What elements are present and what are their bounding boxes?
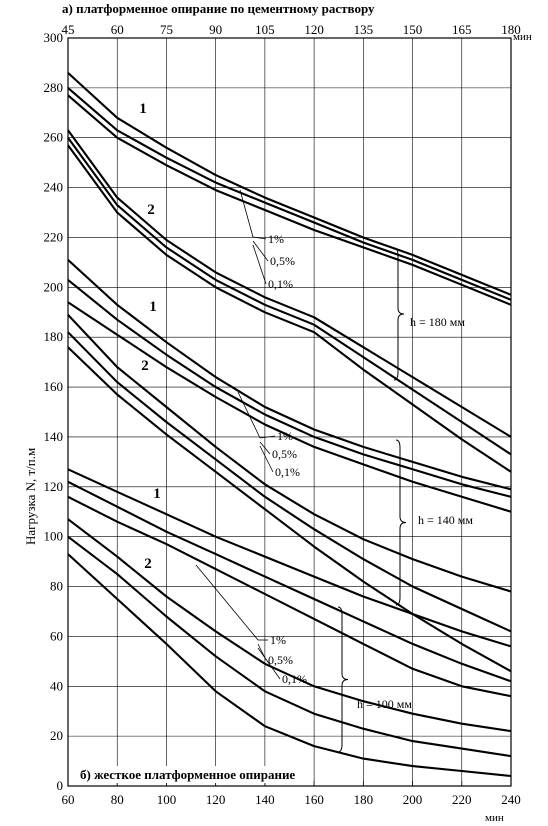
leader-line xyxy=(259,441,271,455)
series-line-curve-1 xyxy=(67,87,512,301)
x-bottom-tick-label: 160 xyxy=(304,792,324,807)
x-top-unit-label: мин xyxy=(513,31,532,43)
leader-line xyxy=(259,435,276,439)
x-bottom-tick-label: 60 xyxy=(62,792,75,807)
y-tick-label: 60 xyxy=(50,628,63,643)
series-line-curve-2 xyxy=(67,144,512,473)
curve-number-label: 2 xyxy=(141,358,149,374)
y-tick-label: 140 xyxy=(44,429,64,444)
probability-label: 1% xyxy=(268,232,284,246)
chart-title-bottom: б) жесткое платформенное опирание xyxy=(80,767,295,782)
probability-label: 0,5% xyxy=(272,447,297,461)
x-top-tick-label: 180 xyxy=(501,22,521,37)
curve-number-label: 1 xyxy=(153,486,161,502)
curve-number-label: 1 xyxy=(149,299,157,315)
series-line-curve-2 xyxy=(67,553,512,778)
series-line-curve-1 xyxy=(67,94,512,306)
curve-number-label: 2 xyxy=(147,202,155,218)
series-line-curve-1 xyxy=(67,480,512,683)
probability-label: 0,1% xyxy=(282,672,307,686)
series-line-curve-2 xyxy=(67,314,512,593)
curve-number-label: 2 xyxy=(144,556,152,572)
x-top-tick-label: 105 xyxy=(255,22,275,37)
probability-label: 0,5% xyxy=(270,254,295,268)
y-tick-label: 180 xyxy=(44,329,64,344)
x-bottom-tick-label: 200 xyxy=(403,792,423,807)
y-axis-label: Нагрузка N, т/п.м xyxy=(23,448,38,545)
caption-backing xyxy=(78,766,298,783)
leader-line xyxy=(252,236,267,240)
y-tick-label: 20 xyxy=(50,728,63,743)
series-line-curve-2 xyxy=(67,331,512,633)
thickness-brace xyxy=(395,439,407,606)
leader-line xyxy=(239,189,254,238)
x-top-tick-label: 45 xyxy=(62,22,75,37)
thickness-label: h = 140 мм xyxy=(418,513,473,527)
thickness-brace xyxy=(393,247,405,381)
series-line-curve-1 xyxy=(67,279,512,498)
probability-label: 0,1% xyxy=(268,277,293,291)
series-lines xyxy=(67,72,512,778)
leader-line xyxy=(259,445,274,473)
probability-label: 1% xyxy=(270,633,286,647)
series-line-curve-2 xyxy=(67,518,512,733)
leader-line xyxy=(252,240,269,262)
series-line-curve-2 xyxy=(67,346,512,673)
annotations: 1 2 1% 0,5% 0,1% h = 180 мм 1 2 1% 0,5% 0,1% h = 14… xyxy=(139,101,473,753)
leader-line xyxy=(252,244,267,285)
y-tick-label: 120 xyxy=(44,479,64,494)
x-bottom-tick-label: 100 xyxy=(157,792,177,807)
chart-title-top: а) платформенное опирание по цементному … xyxy=(62,1,375,16)
x-top-tick-label: 90 xyxy=(209,22,222,37)
series-line-curve-2 xyxy=(67,137,512,456)
y-tick-label: 200 xyxy=(44,279,64,294)
y-tick-label: 80 xyxy=(50,579,63,594)
series-line-curve-2 xyxy=(67,535,512,758)
series-line-curve-1 xyxy=(67,259,512,491)
grid xyxy=(67,37,512,787)
x-top-tick-label: 150 xyxy=(403,22,423,37)
y-tick-label: 0 xyxy=(57,778,64,793)
axes: 0204060801001201401601802002202402602803… xyxy=(44,22,521,807)
probability-label: 1% xyxy=(277,429,293,443)
x-bottom-tick-label: 80 xyxy=(111,792,124,807)
series-line-curve-1 xyxy=(67,72,512,296)
x-top-tick-label: 135 xyxy=(354,22,374,37)
thickness-label: h = 180 мм xyxy=(410,315,465,329)
y-tick-label: 280 xyxy=(44,80,64,95)
x-bottom-tick-label: 140 xyxy=(255,792,275,807)
thickness-brace xyxy=(337,606,349,753)
leader-line xyxy=(257,647,281,680)
x-bottom-tick-label: 220 xyxy=(452,792,472,807)
y-tick-label: 160 xyxy=(44,379,64,394)
y-tick-label: 300 xyxy=(44,30,64,45)
x-bottom-tick-label: 240 xyxy=(501,792,521,807)
probability-label: 0,5% xyxy=(268,653,293,667)
x-bottom-tick-label: 180 xyxy=(354,792,374,807)
x-top-tick-label: 165 xyxy=(452,22,472,37)
series-line-curve-1 xyxy=(67,495,512,698)
series-line-curve-1 xyxy=(67,468,512,648)
y-tick-label: 220 xyxy=(44,229,64,244)
x-bottom-unit-label: мин xyxy=(485,812,504,824)
y-tick-label: 240 xyxy=(44,180,64,195)
x-top-tick-label: 75 xyxy=(160,22,173,37)
series-line-curve-1 xyxy=(67,301,512,513)
y-tick-label: 40 xyxy=(50,678,63,693)
x-top-tick-label: 120 xyxy=(304,22,324,37)
series-line-curve-2 xyxy=(67,129,512,438)
x-bottom-tick-label: 120 xyxy=(206,792,226,807)
plot-frame xyxy=(67,37,512,787)
x-top-tick-label: 60 xyxy=(111,22,124,37)
leader-line xyxy=(195,564,259,641)
y-tick-label: 260 xyxy=(44,130,64,145)
thickness-label: h = 100 мм xyxy=(357,697,412,711)
probability-label: 0,1% xyxy=(275,465,300,479)
y-tick-label: 100 xyxy=(44,529,64,544)
leader-line xyxy=(237,391,261,439)
curve-number-label: 1 xyxy=(139,101,147,117)
